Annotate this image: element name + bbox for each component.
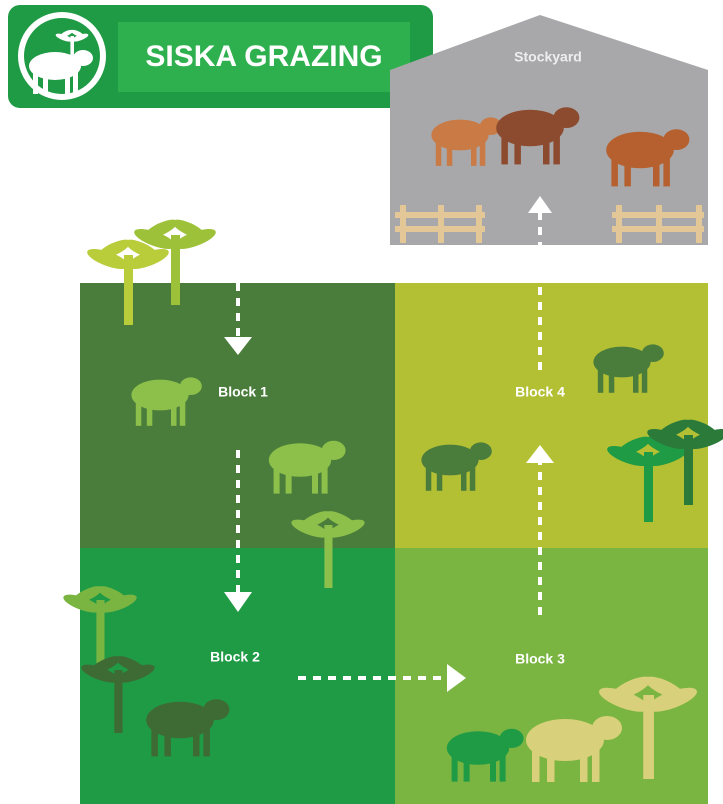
block-label: Block 4 — [515, 384, 565, 400]
fence-part — [656, 205, 662, 243]
header: SISKA GRAZING — [8, 5, 433, 108]
fence-part — [476, 205, 482, 243]
stockyard-label: Stockyard — [514, 49, 582, 65]
block-label: Block 1 — [218, 384, 268, 400]
block-label: Block 2 — [210, 649, 260, 665]
fence-part — [696, 205, 702, 243]
fence-part — [616, 205, 622, 243]
fence-part — [438, 205, 444, 243]
grazing-diagram: SISKA GRAZING Stockyard — [0, 0, 723, 804]
block-4 — [395, 283, 708, 548]
fence-part — [400, 205, 406, 243]
block-label: Block 3 — [515, 651, 565, 667]
header-title: SISKA GRAZING — [145, 40, 382, 73]
